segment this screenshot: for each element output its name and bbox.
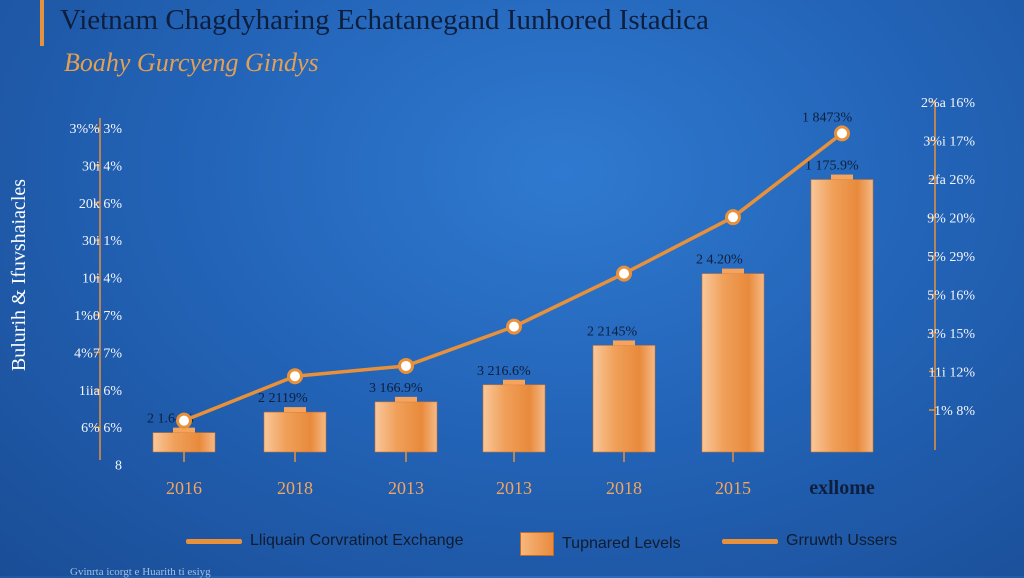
left-tick-label: 8: [115, 459, 122, 474]
bar-swatch-icon: [520, 532, 554, 556]
growth-point: [398, 357, 414, 374]
x-tick-label: 2013: [388, 478, 424, 498]
bar-value-label: 1 175.9%: [805, 159, 859, 174]
right-tick-label: 11i 12%: [928, 366, 975, 381]
right-tick-label: 5% 29%: [927, 250, 975, 265]
left-tick-label: 30i 1%: [82, 234, 122, 249]
legend-item-growth: Grruwth Ussers: [722, 532, 897, 550]
growth-point: [176, 412, 192, 429]
right-tick-label: 3% 15%: [927, 327, 975, 342]
right-tick-label: 3%i 17%: [923, 135, 975, 150]
bar: [701, 273, 765, 453]
bar: [374, 401, 438, 453]
left-tick-label: 4%7 7%: [74, 346, 122, 361]
bar-cap: [613, 340, 635, 346]
right-tick-label: 9% 20%: [927, 212, 975, 227]
bar-value-label: 2 2145%: [587, 324, 638, 339]
growth-point: [287, 368, 303, 385]
bar: [810, 179, 874, 453]
title-accent-rule: [40, 0, 44, 46]
left-tick-label: 30i 4%: [82, 159, 122, 174]
right-tick-label: 2fa 26%: [928, 173, 975, 188]
line-swatch-icon: [722, 538, 778, 544]
x-tick-label: 2013: [496, 478, 532, 498]
x-tick-label: exllome: [809, 477, 875, 499]
growth-point: [834, 125, 850, 142]
legend-label: Grruwth Ussers: [786, 532, 898, 549]
legend-label: Tupnared Levels: [562, 535, 681, 552]
legend-label: Lliquain Corvratinot Exchange: [250, 532, 464, 549]
bar-value-label: 3 216.6%: [477, 364, 531, 379]
legend: Lliquain Corvratinot Exchange Tupnared L…: [0, 532, 1024, 558]
bar-cap: [722, 268, 744, 274]
chart-title: Vietnam Chagdyharing Echatanegand Iunhor…: [60, 4, 709, 36]
bar-cap: [503, 379, 525, 385]
x-tick-label: 2018: [606, 478, 642, 498]
bar-cap: [831, 174, 853, 180]
legend-item-exchange: Lliquain Corvratinot Exchange: [186, 532, 463, 550]
footer-note: Gvinrta icorgt e Huarith ti esiyg: [70, 566, 211, 578]
growth-point: [725, 209, 741, 226]
legend-item-levels: Tupnared Levels: [520, 532, 681, 556]
left-tick-label: 1iia 6%: [79, 384, 122, 399]
bar-cap: [173, 427, 195, 433]
line-top-label: 1 8473%: [802, 110, 853, 125]
growth-point: [616, 265, 632, 282]
bar: [152, 432, 216, 453]
growth-point: [506, 318, 522, 335]
right-tick-label: 5% 16%: [927, 289, 975, 304]
bar-cap: [284, 407, 306, 413]
left-tick-label: 20k 6%: [79, 197, 123, 212]
x-tick-label: 2015: [715, 478, 751, 498]
left-tick-label: 1%0 7%: [74, 309, 122, 324]
bar-value-label: 2 4.20%: [696, 253, 743, 268]
left-tick-label: 3%% 3%: [70, 122, 123, 137]
bar-cap: [395, 396, 417, 402]
bar: [482, 384, 546, 453]
x-tick-label: 2016: [166, 478, 202, 498]
line-swatch-icon: [186, 538, 242, 544]
right-tick-label: 1% 8%: [934, 404, 975, 419]
left-tick-label: 10i 4%: [82, 272, 122, 287]
bar: [592, 345, 656, 453]
left-tick-label: 6% 6%: [81, 421, 122, 436]
bar-value-label: 2 2119%: [258, 391, 308, 406]
chart-subtitle: Boahy Gurcyeng Gindys: [64, 48, 319, 77]
right-tick-label: 2%a 16%: [921, 96, 975, 111]
x-tick-label: 2018: [277, 478, 313, 498]
bar: [263, 411, 327, 453]
bar-value-label: 3 166.9%: [369, 381, 423, 396]
